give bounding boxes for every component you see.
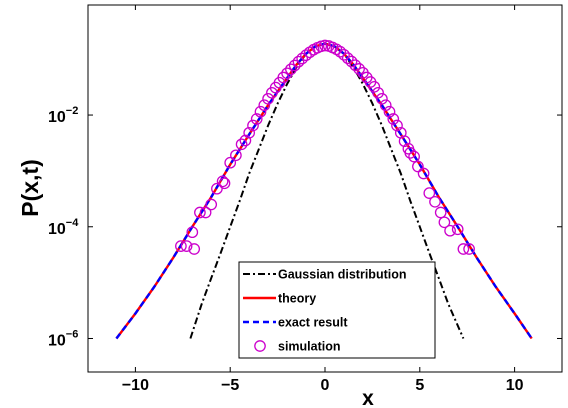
simulation-point (211, 182, 223, 195)
simulation-point (383, 105, 396, 118)
simulation-point (224, 156, 237, 169)
simulation-point (277, 71, 290, 84)
simulation-point (292, 55, 305, 68)
simulation-point (451, 223, 464, 236)
simulation-point (379, 99, 392, 112)
simulation-point (285, 63, 297, 76)
simulation-point (243, 126, 256, 139)
simulation-point (341, 52, 354, 65)
simulation-point (353, 63, 365, 75)
legend-entry-exact-result-label: exact result (278, 316, 348, 330)
simulation-point (368, 80, 381, 93)
simulation-point (281, 67, 293, 80)
simulation-point (288, 59, 301, 72)
ticks-layer: −10 −5 0 5 10 10−6 10−4 10−2 (48, 5, 562, 394)
simulation-point (463, 243, 475, 255)
simulation-point (247, 119, 259, 132)
simulation-point (175, 240, 187, 252)
simulation-point (199, 206, 212, 219)
simulation-point (398, 135, 411, 148)
simulation-point (319, 39, 331, 52)
simulation-point (438, 216, 451, 229)
x-tick-label: −5 (221, 377, 239, 394)
legend-box (238, 261, 436, 359)
simulation-point (250, 113, 263, 125)
legend-entry-theory-label: theory (278, 292, 316, 306)
simulation-point (444, 224, 456, 237)
x-tick-label: 0 (321, 377, 330, 394)
simulation-point (391, 119, 403, 132)
simulation-point (408, 150, 420, 163)
legend-entry-gaussian-distribution-label: Gaussian distribution (278, 268, 407, 282)
x-tick-label: 5 (415, 377, 424, 394)
simulation-point (338, 48, 350, 61)
simulation-point (186, 226, 199, 239)
x-tick-label: 10 (506, 377, 524, 394)
simulation-point (345, 55, 358, 68)
simulation-point (404, 147, 417, 159)
simulation-point (423, 187, 436, 199)
simulation-point (180, 240, 193, 252)
simulation-point (376, 92, 388, 105)
simulation-point (194, 206, 206, 219)
y-axis-label: P(x,t) (17, 159, 43, 217)
simulation-point (258, 99, 271, 112)
simulation-point (457, 243, 470, 255)
y-tick-label: 10−2 (48, 105, 78, 126)
simulation-point (218, 177, 231, 190)
simulation-point (349, 59, 362, 72)
simulation-point (417, 167, 430, 180)
y-tick-label: 10−4 (48, 217, 79, 238)
simulation-point (262, 92, 274, 105)
simulation-point (235, 138, 248, 151)
simulation-point (434, 206, 447, 219)
simulation-point (216, 175, 229, 188)
markers-layer (175, 39, 475, 255)
y-tick-label: 10−6 (48, 328, 78, 349)
simulation-point (387, 113, 400, 125)
legend-entry-simulation-label: simulation (278, 340, 341, 354)
simulation-point (239, 134, 252, 147)
simulation-point (296, 52, 309, 65)
x-axis-label: x (362, 387, 374, 408)
simulation-point (254, 105, 267, 118)
legend-entry-simulation-swatch (254, 340, 266, 352)
simulation-point (300, 49, 312, 62)
x-tick-label: −10 (122, 377, 149, 394)
simulation-point (372, 86, 384, 99)
legend: Gaussian distribution theory exact result s… (238, 261, 436, 359)
simulation-point (429, 195, 441, 208)
simulation-point (205, 198, 218, 211)
simulation-point (230, 149, 242, 162)
simulation-point (412, 160, 424, 173)
simulation-point (188, 243, 201, 255)
simulation-point (334, 45, 347, 58)
